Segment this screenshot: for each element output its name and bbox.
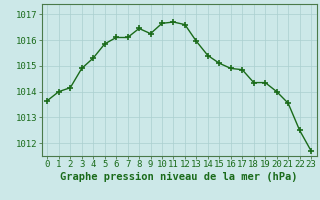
X-axis label: Graphe pression niveau de la mer (hPa): Graphe pression niveau de la mer (hPa) bbox=[60, 172, 298, 182]
